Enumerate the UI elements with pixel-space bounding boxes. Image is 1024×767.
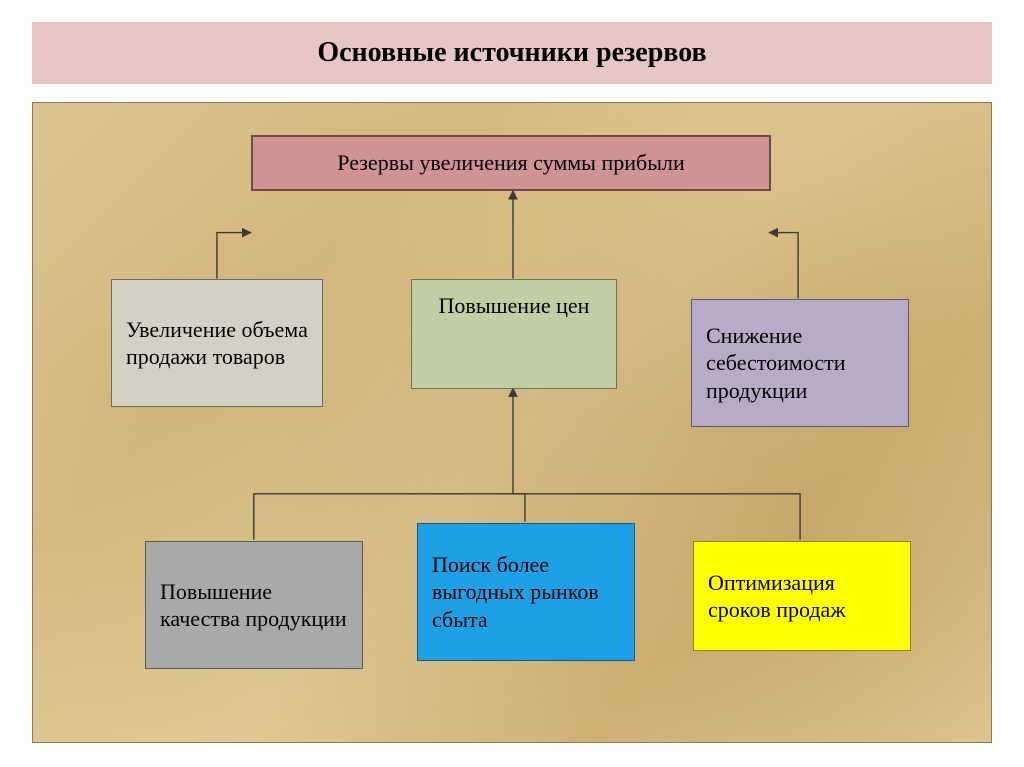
node-reduce-cost: Снижение себестоимости продукции (691, 299, 909, 427)
node-raise-prices: Повышение цен (411, 279, 617, 389)
page-title-bar: Основные источники резервов (32, 22, 992, 84)
node-label: Оптимизация сроков продаж (708, 569, 896, 624)
node-label: Поиск более выгодных рынков сбыта (432, 551, 620, 634)
node-label: Увеличение объема продажи товаров (126, 316, 308, 371)
node-label: Повышение качества продукции (160, 578, 348, 633)
node-improve-quality: Повышение качества продукции (145, 541, 363, 669)
page-title: Основные источники резервов (317, 37, 706, 69)
node-label: Снижение себестоимости продукции (706, 322, 894, 405)
node-label: Резервы увеличения суммы прибыли (261, 149, 761, 177)
node-optimize-timing: Оптимизация сроков продаж (693, 541, 911, 651)
node-increase-sales-volume: Увеличение объема продажи товаров (111, 279, 323, 407)
node-top-reserves: Резервы увеличения суммы прибыли (251, 135, 771, 191)
diagram-canvas: Резервы увеличения суммы прибыли Увеличе… (32, 102, 992, 743)
node-label: Повышение цен (424, 292, 604, 320)
node-better-markets: Поиск более выгодных рынков сбыта (417, 523, 635, 661)
